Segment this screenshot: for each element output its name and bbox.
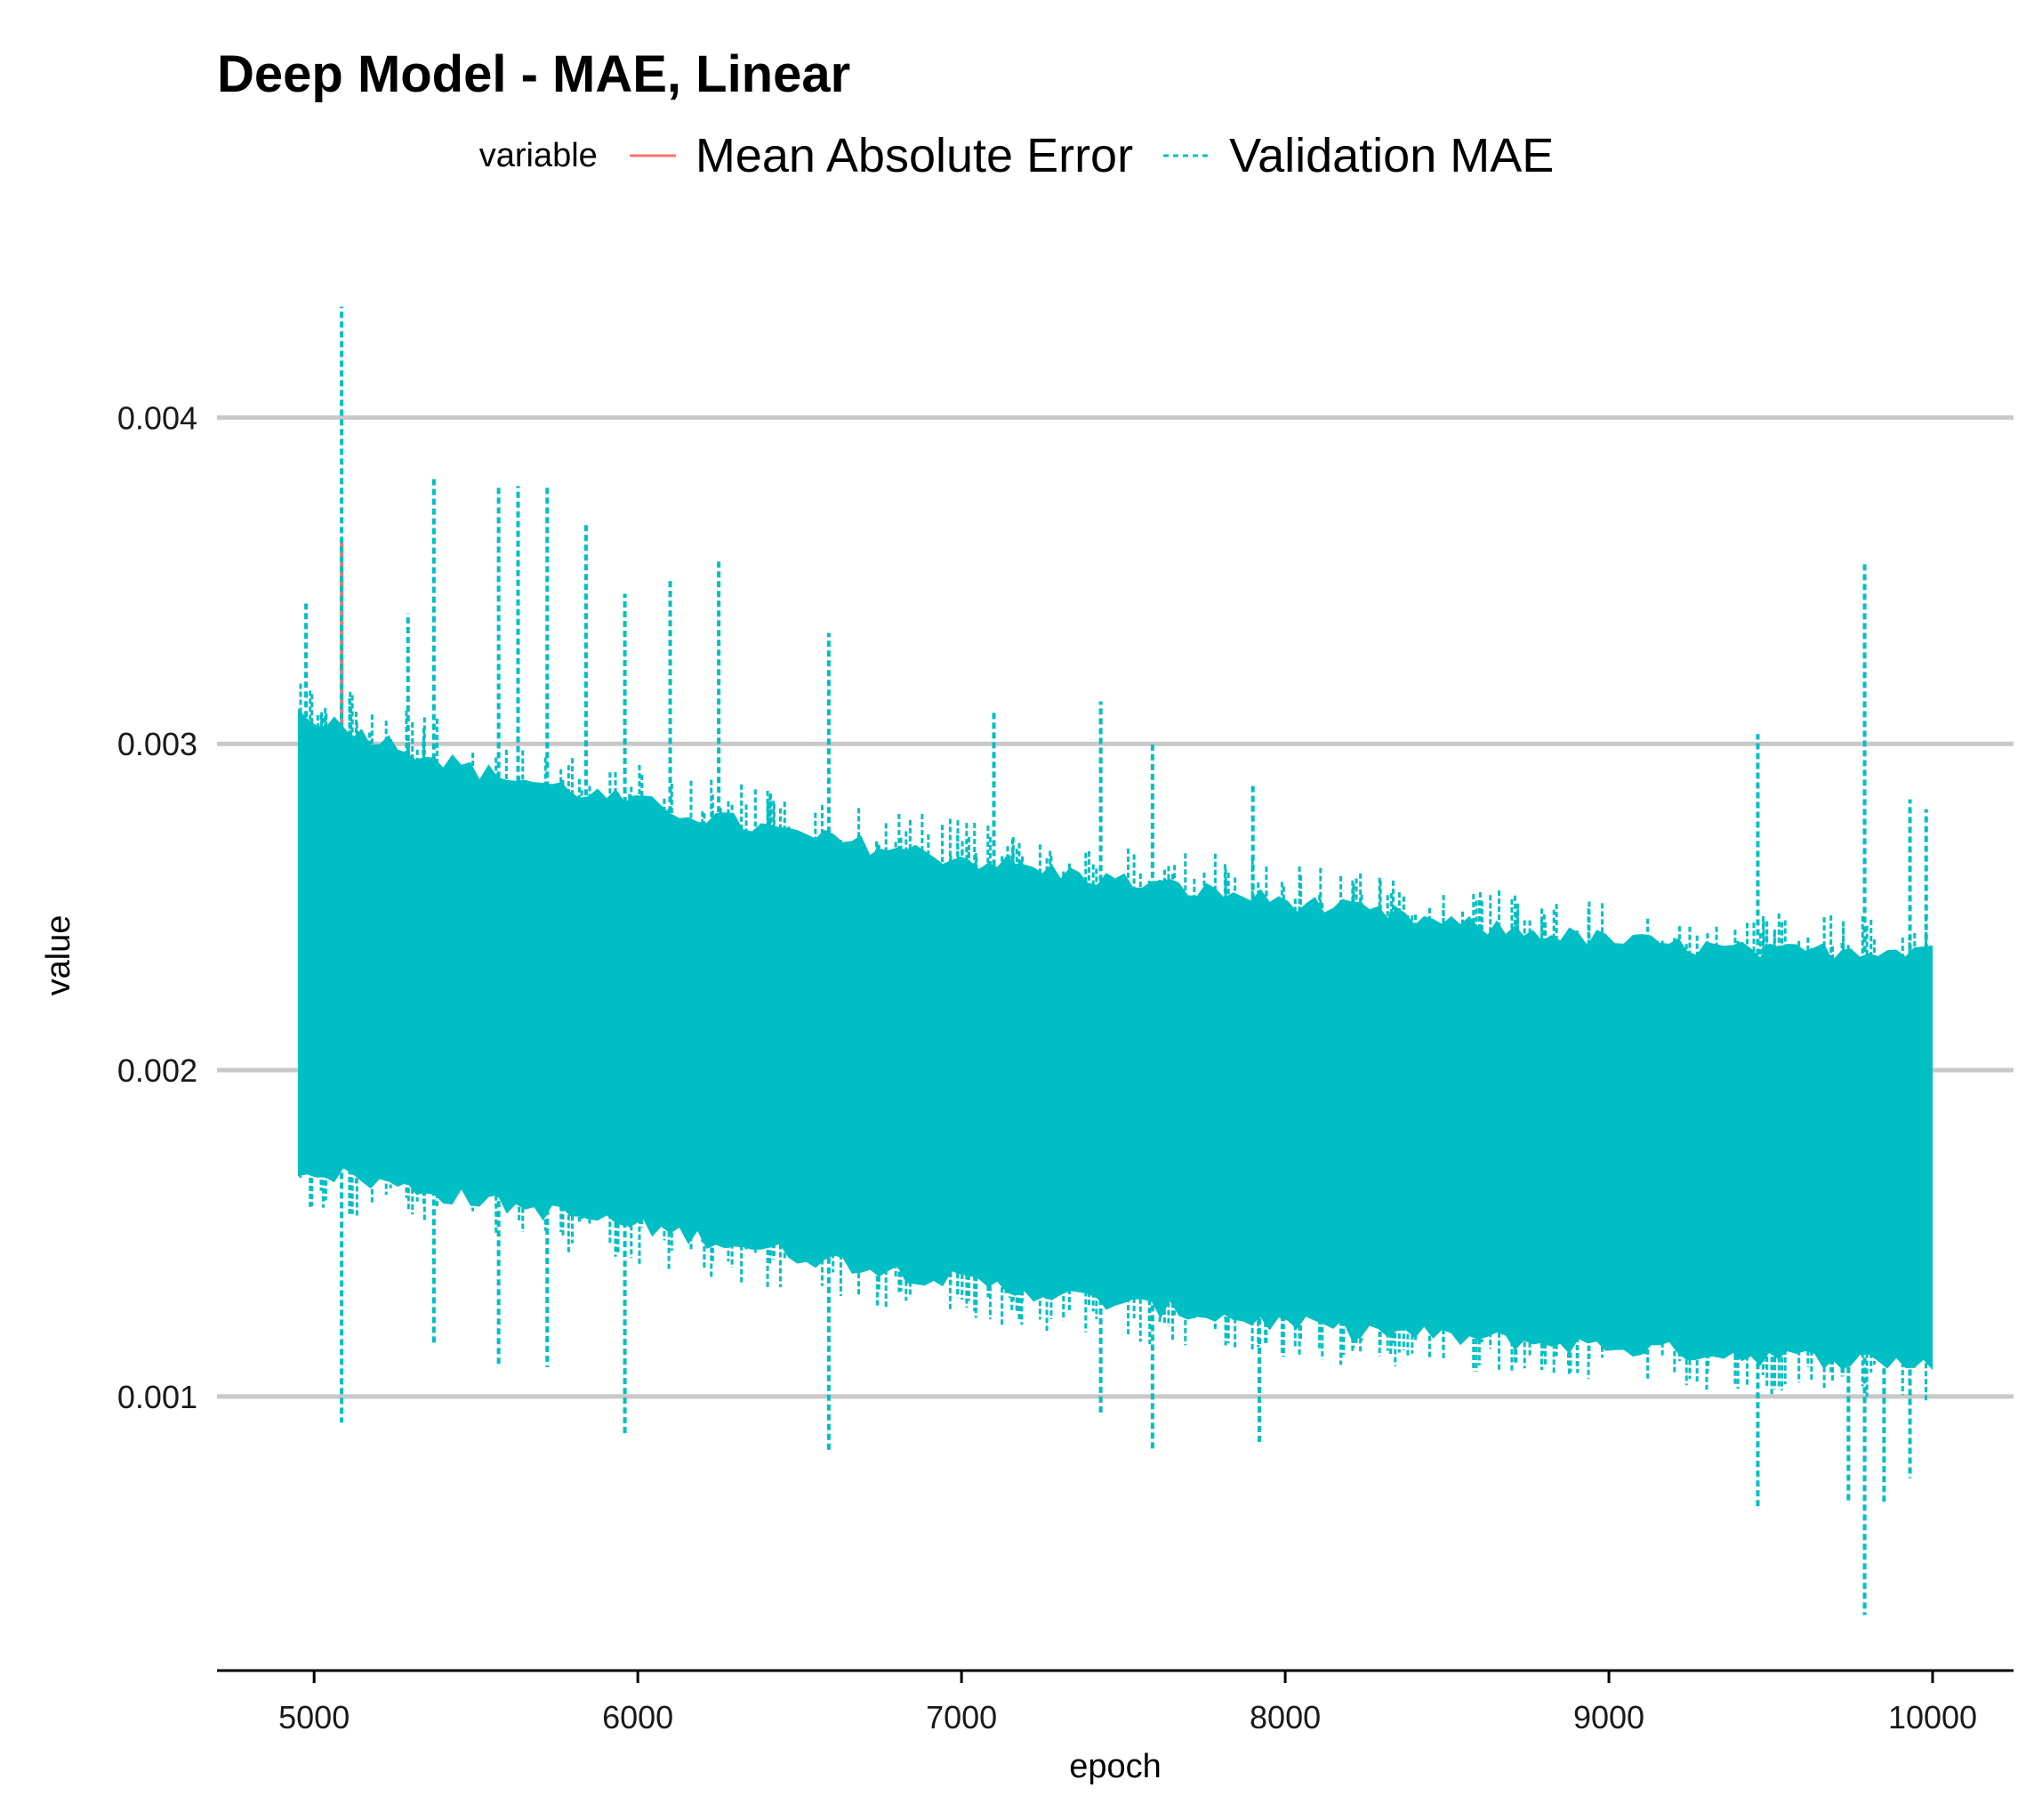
validation-mae-band <box>298 708 1933 1371</box>
legend-key-mae <box>626 147 679 165</box>
x-tick-label: 8000 <box>1250 1699 1321 1735</box>
x-tick-label: 6000 <box>602 1699 673 1735</box>
legend-item-val-mae: Validation MAE <box>1160 128 1554 183</box>
x-tick-label: 9000 <box>1573 1699 1644 1735</box>
x-axis-title: epoch <box>1069 1748 1162 1785</box>
x-tick-label: 10000 <box>1888 1699 1977 1735</box>
x-tick-label: 7000 <box>926 1699 997 1735</box>
legend-title: variable <box>478 136 598 174</box>
legend-label-mae: Mean Absolute Error <box>695 129 1134 182</box>
y-axis-title: value <box>40 915 77 996</box>
y-tick-label: 0.003 <box>117 726 197 762</box>
legend-key-val-mae <box>1160 147 1213 165</box>
y-tick-label: 0.001 <box>117 1379 197 1415</box>
x-tick-label: 5000 <box>278 1699 350 1735</box>
y-tick-label: 0.002 <box>117 1052 197 1089</box>
legend: variable Mean Absolute Error Validation … <box>0 125 2042 187</box>
legend-item-mae: Mean Absolute Error <box>626 128 1133 183</box>
legend-label-val-mae: Validation MAE <box>1229 129 1555 182</box>
chart-title: Deep Model - MAE, Linear <box>217 45 851 103</box>
y-tick-label: 0.004 <box>117 399 197 436</box>
